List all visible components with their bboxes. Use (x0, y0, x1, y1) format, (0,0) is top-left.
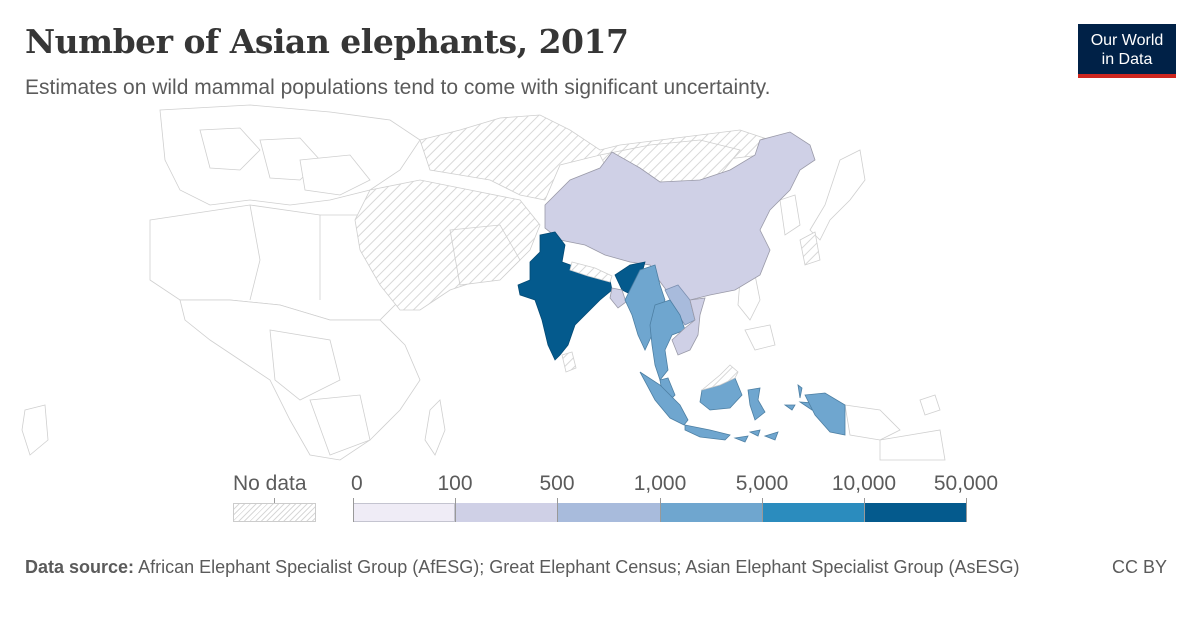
legend-tick-label: 50,000 (933, 472, 999, 495)
chart-subtitle: Estimates on wild mammal populations ten… (25, 76, 771, 99)
choropleth-map[interactable] (0, 100, 1200, 470)
legend-tick (864, 498, 865, 522)
legend-tick-label: 1,000 (633, 472, 687, 495)
data-source-text[interactable]: African Elephant Specialist Group (AfESG… (138, 557, 1020, 577)
no-data-countries (354, 114, 821, 373)
owid-logo[interactable]: Our World in Data (1078, 24, 1176, 78)
country-indonesia[interactable] (639, 371, 846, 443)
data-source-note: Data source: African Elephant Specialist… (25, 554, 1065, 580)
legend-no-data-label: No data (233, 472, 307, 495)
legend: No data 0 100 500 1,000 5,000 10,000 50,… (0, 470, 1200, 530)
legend-tick (353, 498, 354, 522)
legend-tick (966, 498, 967, 522)
country-nepal (569, 261, 613, 283)
data-source-label: Data source: (25, 557, 135, 577)
legend-tick-label: 100 (437, 472, 473, 495)
country-china[interactable] (544, 131, 816, 301)
logo-line-1: Our World (1090, 32, 1164, 49)
legend-bin-1000-5000[interactable] (660, 503, 762, 522)
legend-tick (455, 498, 456, 522)
license-link[interactable]: CC BY (1112, 557, 1168, 577)
background-countries (21, 104, 946, 461)
chart-title: Number of Asian elephants, 2017 (25, 22, 629, 61)
legend-no-data-tick (274, 498, 275, 503)
country-bangladesh[interactable] (609, 287, 627, 309)
legend-bin-500-1000[interactable] (557, 503, 660, 522)
country-thailand[interactable] (649, 299, 686, 381)
legend-tick (557, 498, 558, 522)
country-malaysia-borneo (701, 364, 739, 391)
legend-tick (762, 498, 763, 522)
legend-bin-0-100[interactable] (353, 503, 455, 522)
legend-bin-5000-10000[interactable] (762, 503, 864, 522)
legend-bin-10000-50000[interactable] (864, 503, 967, 522)
legend-tick-label: 500 (539, 472, 575, 495)
legend-bin-100-500[interactable] (455, 503, 557, 522)
legend-tick-label: 5,000 (735, 472, 789, 495)
country-cambodia-vietnam[interactable] (671, 297, 706, 356)
logo-line-2: in Data (1101, 51, 1153, 68)
legend-tick (660, 498, 661, 522)
legend-tick-label: 0 (351, 472, 363, 495)
legend-no-data-swatch[interactable] (233, 503, 316, 522)
legend-tick-label: 10,000 (831, 472, 897, 495)
